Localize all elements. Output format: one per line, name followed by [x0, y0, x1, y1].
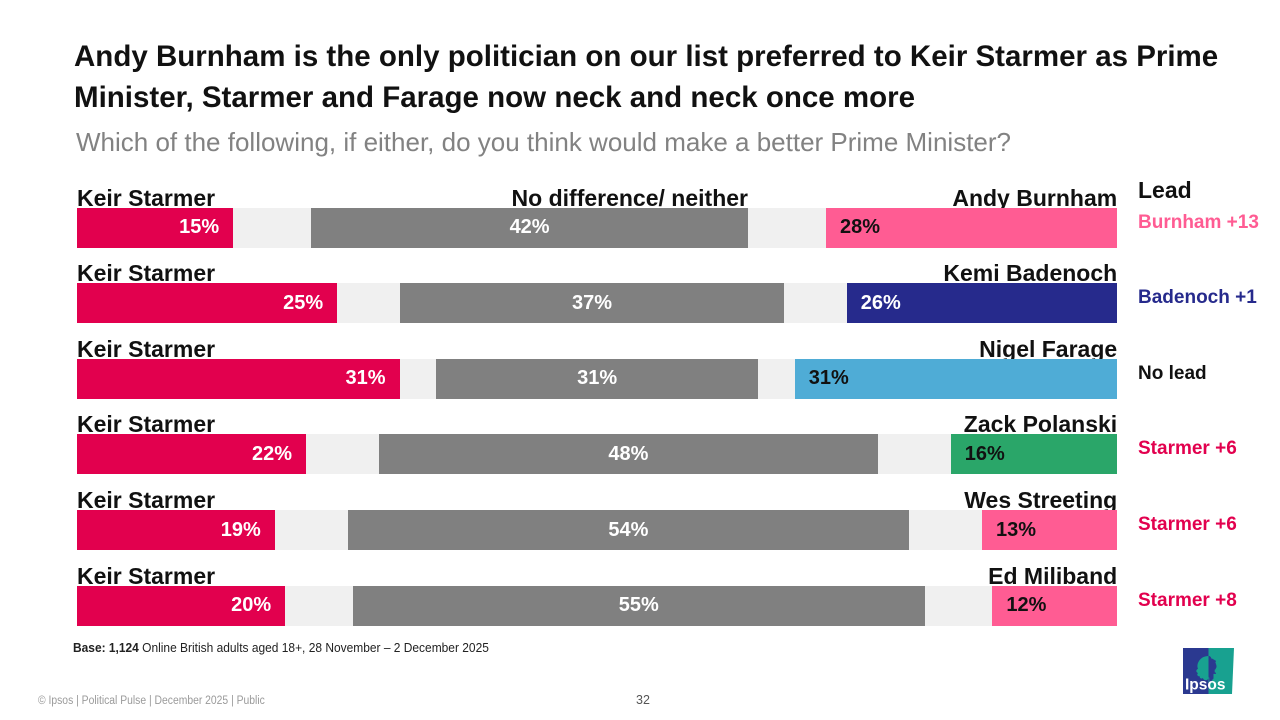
svg-text:Ipsos: Ipsos — [1185, 677, 1225, 694]
